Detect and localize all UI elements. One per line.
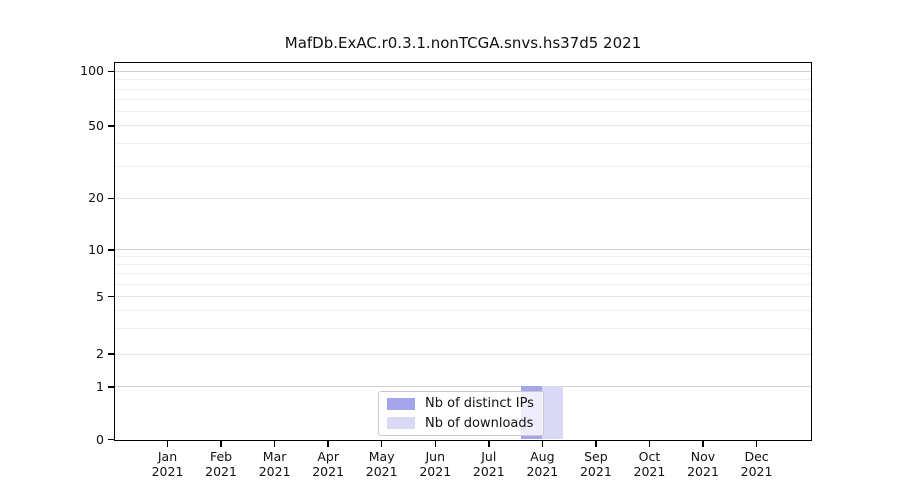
downloads-swatch-icon: [387, 417, 415, 430]
y-tick-label: 5: [96, 288, 104, 304]
legend-label-distinct-ips: Nb of distinct IPs: [425, 396, 534, 412]
x-tick-label: Feb 2021: [205, 449, 237, 479]
y-minor-gridline: [115, 98, 811, 100]
x-tick-mark: [595, 441, 597, 447]
y-tick-label: 10: [88, 241, 104, 257]
y-minor-gridline: [115, 310, 811, 312]
x-tick-mark: [327, 441, 329, 447]
plot-area: [114, 62, 812, 441]
x-tick-mark: [220, 441, 222, 447]
y-minor-gridline: [115, 327, 811, 329]
y-minor-gridline: [115, 88, 811, 90]
y-minor-gridline: [115, 111, 811, 113]
x-tick-label: Jul 2021: [472, 449, 505, 479]
x-tick-label: Sep 2021: [579, 449, 612, 479]
chart-title: MafDb.ExAC.r0.3.1.nonTCGA.snvs.hs37d5 20…: [284, 34, 642, 52]
y-minor-gridline: [115, 273, 811, 275]
bar-downloads: [541, 386, 563, 439]
y-tick-mark: [108, 197, 114, 200]
y-minor-gridline: [115, 264, 811, 266]
x-tick-mark: [273, 441, 276, 447]
x-tick-mark: [541, 441, 544, 447]
x-tick-label: May 2021: [365, 449, 398, 479]
y-tick-mark: [108, 353, 114, 355]
y-mid-gridline: [115, 125, 811, 127]
y-tick-label: 20: [88, 190, 104, 206]
x-tick-mark: [702, 441, 704, 447]
y-minor-gridline: [115, 166, 811, 168]
y-major-gridline: [115, 386, 811, 388]
y-tick-label: 0: [96, 431, 104, 447]
y-minor-gridline: [115, 143, 811, 145]
x-tick-label: Dec 2021: [740, 449, 773, 479]
x-tick-label: Mar 2021: [258, 449, 291, 479]
x-tick-label: Apr 2021: [312, 449, 345, 479]
x-tick-mark: [166, 441, 169, 447]
y-tick-label: 100: [80, 63, 104, 79]
x-tick-label: Aug 2021: [526, 449, 559, 479]
y-tick-label: 1: [96, 378, 104, 394]
x-tick-label: Nov 2021: [687, 449, 719, 479]
legend-label-downloads: Nb of downloads: [425, 415, 534, 431]
x-tick-mark: [380, 441, 383, 447]
x-tick-mark: [755, 441, 758, 447]
x-tick-mark: [434, 441, 436, 447]
y-minor-gridline: [115, 79, 811, 81]
x-tick-label: Jan 2021: [151, 449, 184, 479]
y-tick-label: 50: [88, 117, 104, 133]
distinct-ips-swatch-icon: [387, 397, 415, 410]
y-tick-mark: [108, 249, 114, 251]
y-mid-gridline: [115, 296, 811, 298]
x-tick-mark: [488, 441, 490, 447]
y-tick-mark: [108, 386, 114, 388]
y-mid-gridline: [115, 197, 811, 199]
y-mid-gridline: [115, 353, 811, 355]
y-tick-mark: [108, 438, 114, 441]
legend-row-distinct-ips: Nb of distinct IPs: [387, 396, 535, 412]
y-major-gridline: [115, 70, 811, 72]
y-tick-mark: [108, 295, 114, 298]
legend-row-downloads: Nb of downloads: [387, 416, 535, 432]
y-tick-mark: [108, 70, 114, 73]
y-tick-label: 2: [96, 346, 104, 362]
y-tick-mark: [108, 125, 114, 127]
y-major-gridline: [115, 249, 811, 251]
x-tick-label: Oct 2021: [633, 449, 666, 479]
x-tick-label: Jun 2021: [419, 449, 452, 479]
y-minor-gridline: [115, 256, 811, 258]
x-tick-mark: [648, 441, 651, 447]
y-minor-gridline: [115, 284, 811, 286]
legend: Nb of distinct IPs Nb of downloads: [378, 391, 544, 436]
